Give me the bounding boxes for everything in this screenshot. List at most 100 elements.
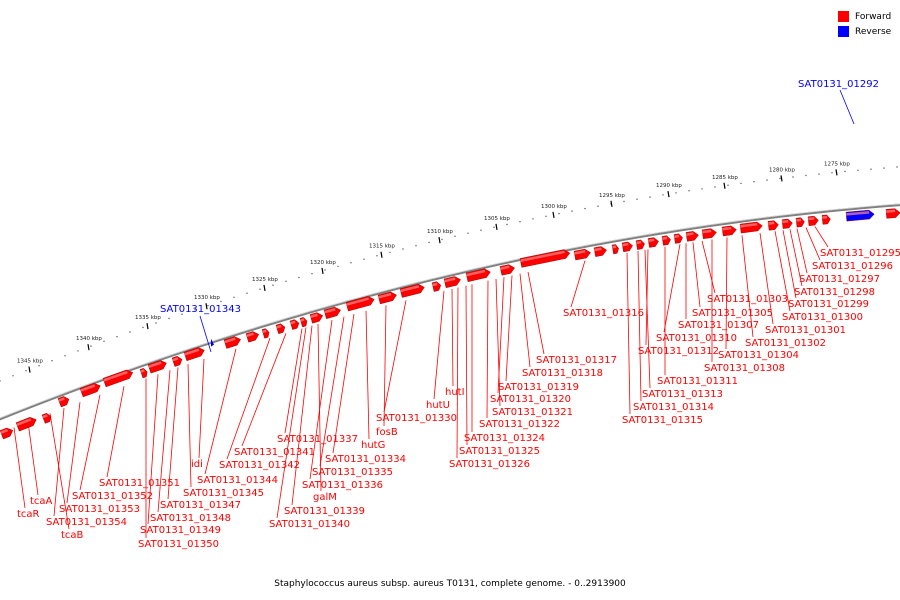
leader-line: [486, 280, 489, 419]
forward-gene-13: [275, 323, 286, 334]
gene-label-sat0131-01296[interactable]: SAT0131_01296: [812, 261, 893, 272]
gene-label-sat0131-01308[interactable]: SAT0131_01308: [704, 363, 785, 374]
gene-label-sat0131-01316[interactable]: SAT0131_01316: [563, 308, 644, 319]
forward-gene-19-body: [377, 291, 397, 305]
gene-label-sat0131-01312[interactable]: SAT0131_01312: [638, 346, 719, 357]
forward-gene-17: [323, 306, 341, 319]
forward-gene-29-shine: [622, 242, 629, 247]
gene-label-galm[interactable]: galM: [313, 492, 337, 503]
gene-label-sat0131-01297[interactable]: SAT0131_01297: [799, 274, 880, 285]
gene-label-sat0131-01307[interactable]: SAT0131_01307: [678, 320, 759, 331]
gene-label-tcab[interactable]: tcaB: [61, 530, 84, 541]
gene-label-sat0131-01305[interactable]: SAT0131_01305: [692, 308, 773, 319]
gene-label-sat0131-01354[interactable]: SAT0131_01354: [46, 517, 127, 528]
gene-label-sat0131-01310[interactable]: SAT0131_01310: [656, 333, 737, 344]
gene-label-sat0131-01298[interactable]: SAT0131_01298: [794, 287, 875, 298]
scale-tick: [495, 223, 498, 230]
scale-tick: [380, 251, 383, 258]
kbp-tick-label: 1325 kbp: [252, 277, 278, 283]
forward-gene-42-shine: [822, 215, 828, 219]
leader-line: [204, 348, 237, 475]
gene-label-sat0131-01348[interactable]: SAT0131_01348: [150, 513, 231, 524]
gene-label-sat0131-01341[interactable]: SAT0131_01341: [234, 447, 315, 458]
gene-label-sat0131-01337[interactable]: SAT0131_01337: [277, 434, 358, 445]
gene-label-sat0131-01347[interactable]: SAT0131_01347: [160, 500, 241, 511]
scale-dot: [259, 288, 261, 290]
gene-label-sat0131-01302[interactable]: SAT0131_01302: [745, 338, 826, 349]
gene-label-sat0131-01342[interactable]: SAT0131_01342: [219, 460, 300, 471]
scale-dot: [454, 235, 456, 237]
gene-label-sat0131-01330[interactable]: SAT0131_01330: [376, 413, 457, 424]
gene-label-sat0131-01303[interactable]: SAT0131_01303: [707, 294, 788, 305]
gene-label-sat0131-01352[interactable]: SAT0131_01352: [72, 491, 153, 502]
scale-dot: [207, 304, 209, 307]
gene-label-sat0131-01295[interactable]: SAT0131_01295: [820, 248, 900, 259]
legend: Forward Reverse: [838, 9, 891, 39]
forward-gene-43-body: [885, 208, 900, 219]
forward-swatch: [838, 11, 849, 22]
kbp-tick-label: 1345 kbp: [17, 359, 43, 365]
gene-label-sat0131-01314[interactable]: SAT0131_01314: [633, 402, 714, 413]
scale-dot: [766, 179, 768, 181]
gene-label-sat0131-01326[interactable]: SAT0131_01326: [449, 459, 530, 470]
scale-dot: [467, 232, 469, 234]
gene-label-sat0131-01304[interactable]: SAT0131_01304: [718, 350, 799, 361]
gene-label-sat0131-01311[interactable]: SAT0131_01311: [657, 376, 738, 387]
forward-gene-38-body: [767, 220, 779, 231]
gene-label-sat0131-01322[interactable]: SAT0131_01322: [479, 419, 560, 430]
gene-label-sat0131-01336[interactable]: SAT0131_01336: [302, 480, 383, 491]
scale-dot: [116, 336, 118, 338]
scale-dot: [740, 182, 742, 185]
gene-label-sat0131-01349[interactable]: SAT0131_01349: [140, 525, 221, 536]
gene-label-fosb[interactable]: fosB: [376, 427, 398, 438]
gene-label-sat0131-01301[interactable]: SAT0131_01301: [765, 325, 846, 336]
gene-label-sat0131-01313[interactable]: SAT0131_01313: [642, 389, 723, 400]
gene-label-sat0131-01335[interactable]: SAT0131_01335: [312, 467, 393, 478]
gene-label-hutg[interactable]: hutG: [361, 440, 385, 451]
gene-label-tcaa[interactable]: tcaA: [30, 496, 53, 507]
gene-label-sat0131-01344[interactable]: SAT0131_01344: [197, 475, 278, 486]
scale-dot: [714, 186, 716, 188]
gene-label-sat0131-01319[interactable]: SAT0131_01319: [498, 382, 579, 393]
gene-label-sat0131-01340[interactable]: SAT0131_01340: [269, 519, 350, 530]
leader-line: [519, 273, 531, 368]
gene-label-idi[interactable]: idi: [191, 459, 203, 470]
scale-tick: [780, 175, 783, 182]
gene-label-sat0131-01320[interactable]: SAT0131_01320: [490, 394, 571, 405]
gene-label-sat0131-01318[interactable]: SAT0131_01318: [522, 368, 603, 379]
leader-line: [66, 402, 81, 504]
forward-gene-41-shine: [808, 217, 815, 221]
gene-label-sat0131-01345[interactable]: SAT0131_01345: [183, 488, 264, 499]
gene-label-sat0131-01317[interactable]: SAT0131_01317: [536, 355, 617, 366]
gene-label-sat0131-01321[interactable]: SAT0131_01321: [492, 407, 573, 418]
forward-gene-33-body: [673, 233, 683, 244]
forward-gene-7-shine: [148, 361, 162, 368]
gene-label-sat0131-01324[interactable]: SAT0131_01324: [464, 433, 545, 444]
leader-line-reverse: [199, 315, 212, 353]
gene-label-sat0131-01351[interactable]: SAT0131_01351: [99, 478, 180, 489]
gene-label-sat0131-01299[interactable]: SAT0131_01299: [788, 299, 869, 310]
gene-label-sat0131-01334[interactable]: SAT0131_01334: [325, 454, 406, 465]
reverse-gene-sat0131-01343: [211, 338, 214, 347]
gene-label-hutu[interactable]: hutU: [426, 400, 450, 411]
gene-label-sat0131-01350[interactable]: SAT0131_01350: [138, 539, 219, 550]
forward-gene-13-shine: [276, 324, 282, 329]
gene-label-sat0131-01339[interactable]: SAT0131_01339: [284, 506, 365, 517]
forward-gene-40: [795, 217, 805, 228]
gene-label-sat0131-01292[interactable]: SAT0131_01292: [798, 79, 879, 90]
leader-line: [456, 287, 459, 459]
forward-gene-10: [223, 336, 241, 349]
gene-label-sat0131-01300[interactable]: SAT0131_01300: [782, 312, 863, 323]
gene-label-sat0131-01353[interactable]: SAT0131_01353: [59, 504, 140, 515]
legend-reverse: Reverse: [838, 24, 891, 39]
forward-gene-28-body: [611, 244, 619, 255]
gene-label-sat0131-01325[interactable]: SAT0131_01325: [459, 446, 540, 457]
scale-dot: [415, 245, 417, 247]
forward-gene-1-shine: [16, 418, 32, 426]
gene-label-sat0131-01315[interactable]: SAT0131_01315: [622, 415, 703, 426]
gene-label-sat0131-01343[interactable]: SAT0131_01343: [160, 304, 241, 315]
forward-gene-34-body: [685, 231, 699, 242]
gene-label-tcar[interactable]: tcaR: [17, 509, 40, 520]
leader-line: [309, 319, 333, 480]
gene-label-huti[interactable]: hutI: [445, 387, 465, 398]
